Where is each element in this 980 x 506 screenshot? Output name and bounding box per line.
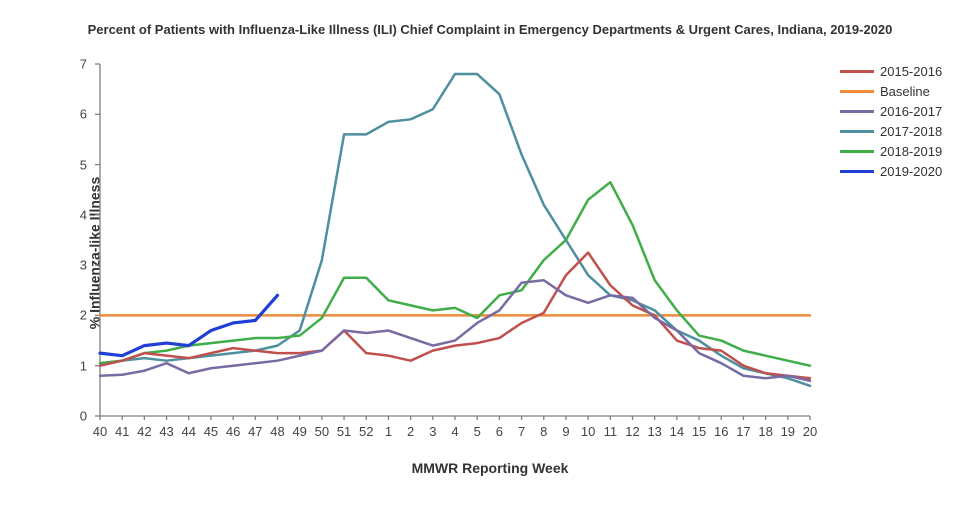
legend: 2015-2016 Baseline 2016-2017 2017-2018 2018-…: [840, 62, 942, 182]
chart-title: Percent of Patients with Influenza-Like …: [0, 22, 980, 37]
x-tick: 13: [643, 424, 667, 439]
legend-label: 2015-2016: [880, 64, 942, 79]
legend-item: 2016-2017: [840, 102, 942, 120]
legend-label: 2018-2019: [880, 144, 942, 159]
x-ticks: 4041424344454647484950515212345678910111…: [95, 424, 815, 446]
x-axis-label: MMWR Reporting Week: [0, 460, 980, 476]
legend-item: 2019-2020: [840, 162, 942, 180]
x-tick: 41: [110, 424, 134, 439]
x-tick: 18: [754, 424, 778, 439]
x-tick: 44: [177, 424, 201, 439]
y-tick: 4: [57, 207, 87, 222]
x-tick: 7: [510, 424, 534, 439]
x-tick: 1: [376, 424, 400, 439]
y-tick: 2: [57, 308, 87, 323]
x-tick: 4: [443, 424, 467, 439]
legend-swatch: [840, 110, 874, 113]
x-tick: 14: [665, 424, 689, 439]
legend-item: Baseline: [840, 82, 942, 100]
legend-item: 2017-2018: [840, 122, 942, 140]
x-tick: 51: [332, 424, 356, 439]
x-tick: 10: [576, 424, 600, 439]
legend-label: 2016-2017: [880, 104, 942, 119]
series-2019-2020: [100, 295, 278, 355]
x-tick: 19: [776, 424, 800, 439]
x-tick: 8: [532, 424, 556, 439]
legend-swatch: [840, 90, 874, 93]
x-tick: 12: [621, 424, 645, 439]
ili-chart: Percent of Patients with Influenza-Like …: [0, 0, 980, 506]
x-tick: 50: [310, 424, 334, 439]
x-tick: 3: [421, 424, 445, 439]
y-tick: 1: [57, 358, 87, 373]
y-tick: 7: [57, 57, 87, 72]
legend-swatch: [840, 70, 874, 73]
x-tick: 20: [798, 424, 822, 439]
y-tick: 3: [57, 258, 87, 273]
legend-swatch: [840, 170, 874, 173]
x-tick: 9: [554, 424, 578, 439]
legend-swatch: [840, 130, 874, 133]
x-tick: 45: [199, 424, 223, 439]
x-tick: 11: [598, 424, 622, 439]
x-tick: 42: [132, 424, 156, 439]
series-2018-2019: [100, 182, 810, 366]
legend-label: 2019-2020: [880, 164, 942, 179]
series-2016-2017: [100, 280, 810, 381]
x-tick: 52: [354, 424, 378, 439]
legend-item: 2018-2019: [840, 142, 942, 160]
x-tick: 43: [155, 424, 179, 439]
x-tick: 49: [288, 424, 312, 439]
x-tick: 47: [243, 424, 267, 439]
x-tick: 48: [266, 424, 290, 439]
x-tick: 2: [399, 424, 423, 439]
x-tick: 5: [465, 424, 489, 439]
legend-item: 2015-2016: [840, 62, 942, 80]
x-tick: 40: [88, 424, 112, 439]
x-tick: 17: [731, 424, 755, 439]
y-tick: 5: [57, 157, 87, 172]
legend-label: 2017-2018: [880, 124, 942, 139]
legend-label: Baseline: [880, 84, 930, 99]
x-tick: 46: [221, 424, 245, 439]
x-tick: 6: [487, 424, 511, 439]
y-tick: 0: [57, 409, 87, 424]
y-ticks: 01234567: [57, 60, 87, 420]
legend-swatch: [840, 150, 874, 153]
x-tick: 16: [709, 424, 733, 439]
y-tick: 6: [57, 107, 87, 122]
plot-area: [95, 60, 815, 420]
x-tick: 15: [687, 424, 711, 439]
